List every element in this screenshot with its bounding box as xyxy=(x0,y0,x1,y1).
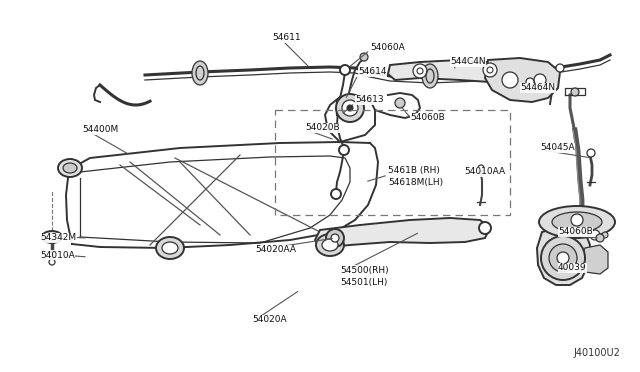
Polygon shape xyxy=(388,60,510,82)
Circle shape xyxy=(340,65,350,75)
Circle shape xyxy=(49,259,55,265)
Text: 54614: 54614 xyxy=(358,67,387,77)
Circle shape xyxy=(339,145,349,155)
Ellipse shape xyxy=(192,61,208,85)
Circle shape xyxy=(534,74,546,86)
Circle shape xyxy=(395,98,405,108)
Circle shape xyxy=(556,64,564,72)
Ellipse shape xyxy=(58,159,82,177)
Circle shape xyxy=(336,94,364,122)
Text: 54060B: 54060B xyxy=(558,228,593,237)
Ellipse shape xyxy=(42,231,62,243)
Circle shape xyxy=(571,214,583,226)
Ellipse shape xyxy=(552,212,602,232)
Ellipse shape xyxy=(63,163,77,173)
Text: 54020A: 54020A xyxy=(252,315,287,324)
Text: 544C4N: 544C4N xyxy=(450,58,486,67)
Polygon shape xyxy=(537,228,590,285)
Text: 54611: 54611 xyxy=(272,33,301,42)
Ellipse shape xyxy=(162,242,178,254)
Circle shape xyxy=(331,189,341,199)
Circle shape xyxy=(587,149,595,157)
Text: 54060A: 54060A xyxy=(370,44,404,52)
Text: 54618M(LH): 54618M(LH) xyxy=(388,177,443,186)
Circle shape xyxy=(478,165,484,171)
Text: 54500(RH): 54500(RH) xyxy=(340,266,388,275)
Text: 54010AA: 54010AA xyxy=(464,167,505,176)
Text: 54060B: 54060B xyxy=(410,113,445,122)
Bar xyxy=(275,110,510,215)
Circle shape xyxy=(479,222,491,234)
Circle shape xyxy=(347,105,353,111)
Circle shape xyxy=(602,232,608,238)
Circle shape xyxy=(549,244,577,272)
Text: J40100U2: J40100U2 xyxy=(573,348,620,358)
Ellipse shape xyxy=(539,206,615,238)
Text: 54010A: 54010A xyxy=(40,250,75,260)
Circle shape xyxy=(590,230,600,240)
Text: 54613: 54613 xyxy=(355,96,383,105)
Ellipse shape xyxy=(322,239,338,251)
Circle shape xyxy=(331,234,339,242)
Text: 54020B: 54020B xyxy=(305,124,340,132)
Polygon shape xyxy=(315,218,490,248)
Circle shape xyxy=(596,234,604,242)
Text: 54464N: 54464N xyxy=(520,83,555,93)
Circle shape xyxy=(526,78,534,86)
Circle shape xyxy=(557,252,569,264)
Text: 54501(LH): 54501(LH) xyxy=(340,279,387,288)
Circle shape xyxy=(360,53,368,61)
Polygon shape xyxy=(485,58,560,102)
Circle shape xyxy=(541,236,585,280)
Polygon shape xyxy=(582,245,608,274)
Ellipse shape xyxy=(156,237,184,259)
Circle shape xyxy=(326,229,344,247)
Circle shape xyxy=(413,64,427,78)
Text: 54020AA: 54020AA xyxy=(255,246,296,254)
Ellipse shape xyxy=(422,64,438,88)
Ellipse shape xyxy=(316,234,344,256)
Circle shape xyxy=(342,100,358,116)
Text: 5461B (RH): 5461B (RH) xyxy=(388,166,440,174)
Circle shape xyxy=(483,63,497,77)
Circle shape xyxy=(571,88,579,96)
Text: 40039: 40039 xyxy=(558,263,587,273)
Text: 54400M: 54400M xyxy=(82,125,118,135)
Circle shape xyxy=(502,72,518,88)
Text: 54045A: 54045A xyxy=(540,144,575,153)
Text: 54342M: 54342M xyxy=(40,234,76,243)
